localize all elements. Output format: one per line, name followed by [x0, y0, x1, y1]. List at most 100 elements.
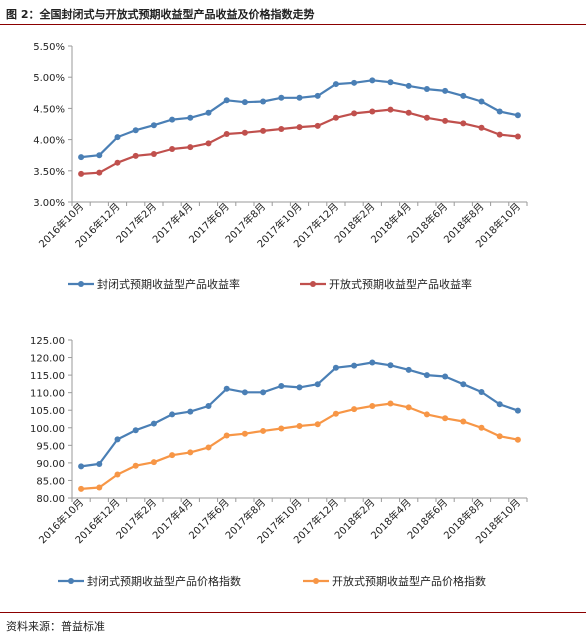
data-point: [169, 145, 176, 152]
source-divider: [0, 612, 586, 613]
data-point: [496, 108, 503, 115]
data-point: [351, 79, 358, 86]
data-point: [296, 384, 303, 391]
data-point: [205, 444, 212, 451]
data-point: [241, 430, 248, 437]
data-point: [496, 433, 503, 440]
data-point: [314, 381, 321, 388]
data-point: [78, 463, 85, 470]
data-point: [169, 452, 176, 459]
data-point: [150, 459, 157, 466]
y-tick-label: 115.00: [30, 371, 65, 382]
legend-label: 封闭式预期收益型产品价格指数: [87, 574, 241, 588]
data-point: [332, 114, 339, 121]
data-point: [132, 152, 139, 159]
data-point: [260, 389, 267, 396]
data-point: [223, 432, 230, 439]
data-point: [460, 418, 467, 425]
figure-title: 图 2：全国封闭式与开放式预期收益型产品收益及价格指数走势: [6, 8, 315, 21]
data-point: [96, 460, 103, 467]
legend-marker: [78, 281, 84, 287]
data-point: [460, 120, 467, 127]
data-point: [514, 133, 521, 140]
data-point: [278, 382, 285, 389]
legend-item-1: 封闭式预期收益型产品收益率: [68, 277, 240, 291]
y-tick-label: 85.00: [36, 476, 65, 487]
y-tick-label: 110.00: [30, 389, 65, 400]
data-point: [496, 131, 503, 138]
y-tick-label: 125.00: [30, 336, 65, 347]
data-point: [114, 159, 121, 166]
data-point: [423, 372, 430, 379]
data-point: [387, 79, 394, 86]
data-point: [369, 77, 376, 84]
y-tick-label: 90.00: [36, 459, 65, 470]
data-point: [150, 150, 157, 157]
data-point: [114, 134, 121, 141]
data-point: [150, 122, 157, 129]
chart-2: 80.00 85.00 90.00 95.00 100.00 105.00 110.00 11…: [30, 336, 528, 588]
data-point: [423, 114, 430, 121]
data-point: [296, 124, 303, 131]
data-point: [423, 86, 430, 93]
data-point: [169, 116, 176, 123]
data-point: [114, 436, 121, 443]
legend-item-2: 开放式预期收益型产品收益率: [300, 277, 472, 291]
data-point: [278, 125, 285, 132]
data-point: [423, 411, 430, 418]
data-point: [387, 106, 394, 113]
data-point: [132, 462, 139, 469]
data-point: [205, 140, 212, 147]
data-point: [205, 403, 212, 410]
chart-1: 3.00%3.50%4.00%4.50%5.00%5.50%2016年10月20…: [33, 42, 528, 291]
data-point: [442, 373, 449, 380]
data-point: [314, 122, 321, 129]
data-point: [369, 403, 376, 410]
series-1: [78, 77, 521, 161]
y-tick-label: 4.50%: [33, 104, 65, 115]
legend-marker: [68, 578, 74, 584]
data-point: [260, 427, 267, 434]
data-point: [169, 411, 176, 418]
data-point: [296, 94, 303, 101]
data-point: [514, 112, 521, 119]
legend-label: 开放式预期收益型产品收益率: [329, 277, 472, 291]
data-point: [278, 94, 285, 101]
data-point: [241, 99, 248, 106]
data-point: [223, 385, 230, 392]
data-point: [387, 362, 394, 369]
data-point: [405, 404, 412, 411]
data-point: [205, 109, 212, 116]
data-point: [351, 362, 358, 369]
data-point: [278, 425, 285, 432]
data-point: [132, 427, 139, 434]
data-point: [478, 124, 485, 131]
data-point: [150, 420, 157, 427]
y-tick-label: 4.00%: [33, 136, 65, 147]
data-point: [78, 170, 85, 177]
data-point: [187, 449, 194, 456]
data-point: [314, 421, 321, 428]
data-point: [442, 87, 449, 94]
y-tick-label: 3.00%: [33, 198, 65, 209]
data-point: [332, 364, 339, 371]
data-point: [332, 81, 339, 88]
data-point: [460, 92, 467, 99]
data-point: [187, 144, 194, 151]
data-point: [96, 484, 103, 491]
data-point: [241, 129, 248, 136]
y-tick-label: 5.50%: [33, 42, 65, 53]
data-point: [223, 97, 230, 104]
data-point: [369, 359, 376, 366]
y-tick-label: 95.00: [36, 441, 65, 452]
y-tick-label: 5.00%: [33, 73, 65, 84]
data-point: [405, 366, 412, 373]
title-divider: [0, 24, 586, 25]
data-point: [96, 169, 103, 176]
legend-label: 封闭式预期收益型产品收益率: [97, 277, 240, 291]
data-point: [351, 406, 358, 413]
series-line: [81, 108, 519, 175]
data-point: [351, 110, 358, 117]
data-point: [387, 400, 394, 407]
